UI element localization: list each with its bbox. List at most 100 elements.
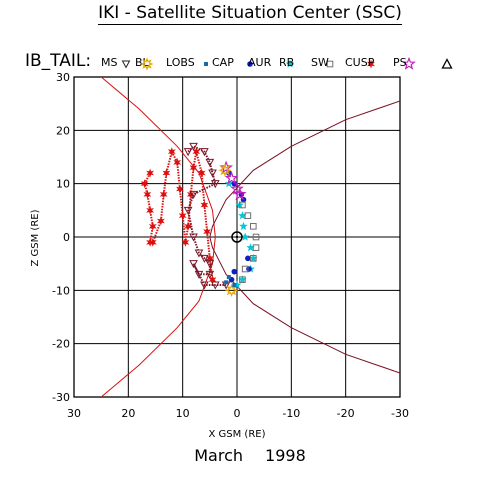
data-point-sw: [181, 237, 190, 247]
data-point-ms: [210, 180, 220, 189]
x-tick-label: 30: [67, 407, 81, 420]
tick-labels: 30 20 10 0 -10 -20 -30 30 20 10 0 -10 -20 -30: [52, 71, 409, 420]
data-point-ms: [208, 169, 217, 178]
data-point-ms: [205, 260, 215, 269]
data-point-lobs: [232, 283, 237, 287]
y-tick-label: 0: [63, 231, 70, 244]
data-point-ms: [189, 260, 198, 269]
x-tick-label: -10: [282, 407, 300, 420]
asterisk-icon: [367, 59, 375, 69]
data-series: [140, 142, 260, 297]
series-cap: [226, 170, 252, 283]
series-cusp: [219, 160, 247, 201]
data-point-aur: [224, 179, 234, 188]
y-tick-label: 10: [56, 178, 70, 191]
data-point-sw: [203, 227, 211, 237]
legend-label-cap: CAP: [212, 56, 234, 69]
data-point-sw: [159, 189, 168, 199]
square-icon: [204, 62, 208, 66]
data-point-sw: [148, 237, 157, 247]
legend-label-ps: PS: [393, 56, 407, 69]
data-point-sw: [148, 221, 157, 231]
star-open-icon: [402, 56, 416, 70]
data-point-aur: [246, 243, 255, 252]
x-tick-label: 20: [121, 407, 135, 420]
legend-label-bl: BL: [135, 56, 150, 69]
triangle-down-icon: [121, 60, 131, 69]
earth-center: [235, 235, 239, 239]
data-point-sw: [192, 147, 201, 157]
y-tick-label: -10: [52, 284, 70, 297]
legend-label-ms: MS: [101, 56, 117, 69]
date-caption: March 1998: [0, 446, 500, 465]
data-point-ms: [194, 270, 204, 279]
data-point-rb: [241, 265, 249, 273]
data-point-bl: [224, 283, 239, 297]
square-open-icon: [326, 60, 334, 68]
data-point-aur: [240, 232, 250, 241]
data-point-rb: [239, 201, 246, 209]
y-tick-label: 20: [56, 124, 70, 137]
data-point-sw: [208, 275, 217, 285]
series-bl: [218, 163, 239, 297]
data-point-cusp: [219, 160, 234, 174]
data-point-sw: [186, 189, 195, 199]
earth-circle: [231, 231, 243, 243]
data-point-aur: [238, 211, 247, 220]
data-point-ms: [183, 148, 193, 157]
page-title: IKI - Satellite Situation Center (SSC): [0, 3, 500, 25]
data-point-ms: [210, 281, 220, 290]
series-rb: [239, 201, 260, 283]
magnetopause-curve: [209, 100, 400, 374]
legend-label-sw: SW: [311, 56, 329, 69]
data-point-sw: [140, 179, 149, 189]
bow-shock-curve: [100, 77, 216, 397]
data-point-ms: [200, 281, 209, 290]
data-point-sw: [146, 205, 154, 215]
data-point-sw: [143, 189, 152, 199]
data-point-sw: [173, 157, 182, 167]
data-point-sw: [167, 147, 176, 157]
earth-marker: [231, 231, 243, 243]
data-point-aur: [232, 280, 242, 289]
data-point-ms: [200, 148, 209, 157]
data-point-ms: [183, 206, 193, 215]
data-point-ms: [205, 158, 215, 167]
data-point-rb: [239, 276, 246, 283]
page-title-text: IKI - Satellite Situation Center (SSC): [98, 3, 402, 25]
legend-label-cusp: CUSP: [345, 56, 375, 69]
data-point-lobs: [226, 275, 231, 279]
data-point-sw: [162, 168, 171, 178]
data-point-lobs: [224, 280, 229, 285]
data-point-cap: [231, 180, 238, 187]
data-point-sw: [178, 211, 187, 221]
data-point-ms: [189, 190, 198, 199]
data-point-sw: [205, 253, 214, 263]
data-point-sw: [146, 168, 154, 178]
x-tick-label: 0: [234, 407, 241, 420]
data-point-ms: [205, 270, 215, 279]
x-tick-label: 10: [176, 407, 190, 420]
data-point-sw: [146, 237, 154, 247]
date-month: March: [194, 446, 244, 465]
data-point-sw: [176, 184, 184, 194]
data-point-rb: [252, 233, 260, 241]
legend-prefix: IB_TAIL:: [25, 51, 91, 71]
data-point-cusp: [230, 181, 244, 195]
y-axis-label: Z GSM (RE): [30, 209, 41, 266]
data-point-aur: [249, 253, 258, 262]
data-point-ms: [189, 233, 198, 242]
data-point-bl: [218, 163, 232, 178]
data-point-aur: [238, 275, 247, 284]
data-point-cap: [246, 266, 252, 272]
boundary-curves: [100, 77, 400, 397]
data-point-sw: [200, 200, 209, 210]
legend-label-rb: RB: [279, 56, 294, 69]
star-icon: [285, 59, 295, 68]
data-point-aur: [239, 221, 248, 230]
data-point-cusp: [224, 171, 239, 185]
y-tick-label: -20: [52, 338, 70, 351]
x-axis-label: X GSM (RE): [208, 429, 265, 440]
series-lobs: [224, 275, 237, 287]
